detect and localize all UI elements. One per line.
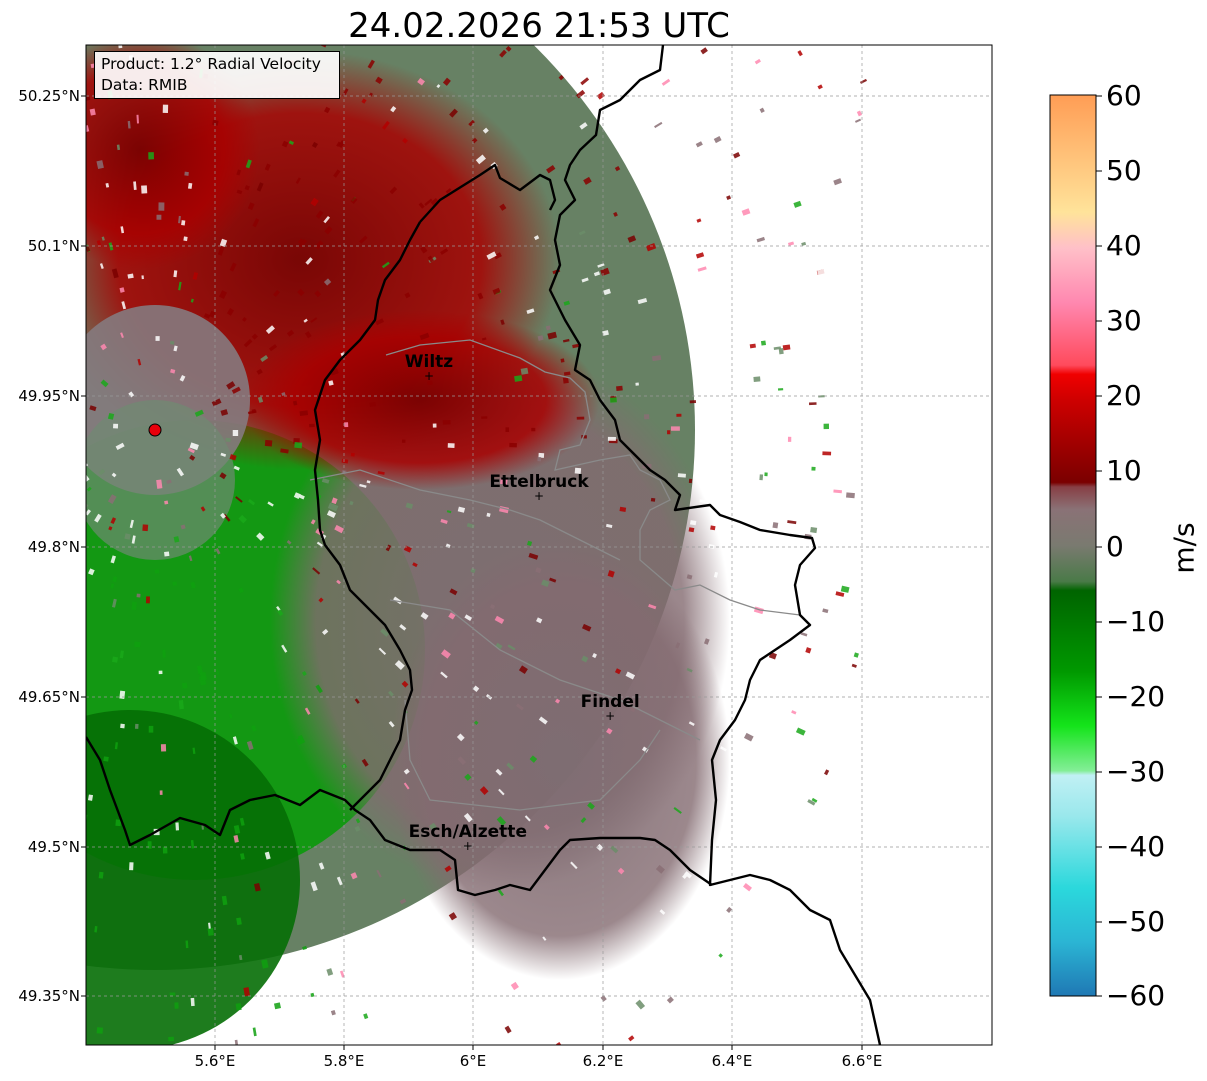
city-label: Findel [581,692,640,712]
gridlines [86,45,992,1045]
product-label: Product: 1.2° Radial Velocity [101,55,321,73]
colorbar-tick-label: −60 [1106,979,1166,1012]
colorbar-tick-label: −10 [1106,605,1166,638]
data-source-label: Data: RMIB [101,76,188,94]
lon-tick-label: 6.6°E [841,1052,883,1070]
colorbar-tick-label: 60 [1106,79,1142,112]
lon-tick-label: 5.8°E [323,1052,365,1070]
colorbar [1049,94,1097,997]
radar-site-marker [148,423,162,437]
lat-tick-label: 49.95°N [18,387,80,405]
colorbar-tick-label: −20 [1106,680,1166,713]
national-borders [86,45,882,1045]
city-marker: + [463,839,473,853]
map-title: 24.02.2026 21:53 UTC [348,6,730,46]
city-marker: + [424,369,434,383]
velocity-field [86,45,867,1045]
lon-tick-label: 5.6°E [194,1052,236,1070]
city-label: Wiltz [405,352,454,372]
city-marker: + [605,709,615,723]
lat-tick-label: 49.35°N [18,987,80,1005]
city-label: Esch/Alzette [409,822,527,842]
colorbar-tick-label: 20 [1106,379,1142,412]
lat-tick-label: 49.8°N [27,538,80,556]
colorbar-tick-label: 40 [1106,229,1142,262]
city-label: Ettelbruck [489,472,589,492]
product-info-box: Product: 1.2° Radial Velocity Data: RMIB [94,51,340,99]
colorbar-label: m/s [1167,522,1201,574]
district-boundaries [309,339,801,811]
lon-tick-label: 6.2°E [582,1052,624,1070]
city-marker: + [534,489,544,503]
lat-tick-label: 50.25°N [18,87,80,105]
colorbar-tick-label: −50 [1106,905,1166,938]
lon-tick-label: 6°E [459,1052,487,1070]
colorbar-tick-label: 0 [1106,530,1124,563]
lon-tick-label: 6.4°E [711,1052,753,1070]
colorbar-tick-label: 30 [1106,304,1142,337]
colorbar-tick-label: −30 [1106,755,1166,788]
lat-tick-label: 49.65°N [18,688,80,706]
colorbar-tick-label: 50 [1106,154,1142,187]
lat-tick-label: 50.1°N [27,237,80,255]
city-markers: +Wiltz+Ettelbruck+Findel+Esch/Alzette [405,352,640,853]
colorbar-tick-label: −40 [1106,830,1166,863]
colorbar-tick-label: 10 [1106,454,1142,487]
lat-tick-label: 49.5°N [27,838,80,856]
